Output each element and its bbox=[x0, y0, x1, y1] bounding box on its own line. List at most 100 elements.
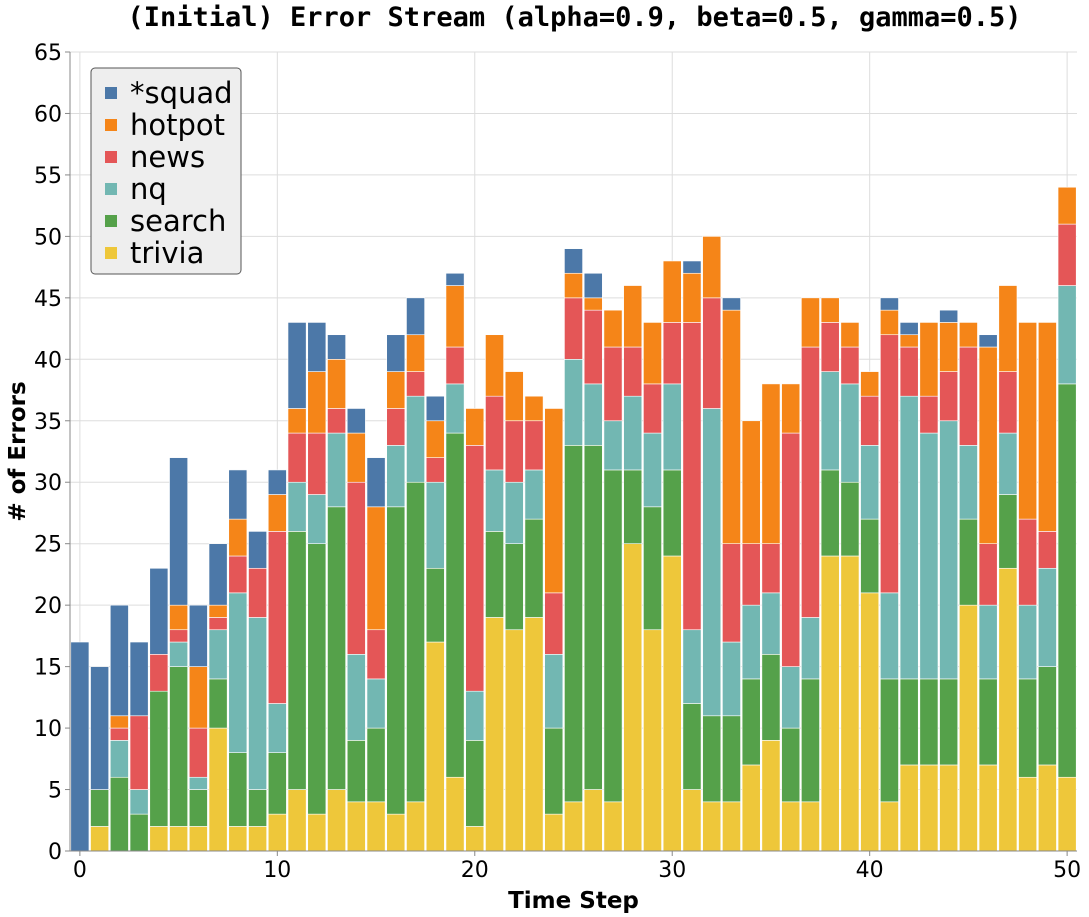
bar-segment-nq bbox=[741, 604, 761, 680]
bar-segment-search bbox=[741, 678, 761, 766]
bar-segment-hotpot bbox=[840, 322, 860, 348]
bar-segment-hotpot bbox=[899, 334, 919, 348]
bar-segment-nq bbox=[998, 432, 1018, 495]
bar-segment-hotpot bbox=[267, 494, 287, 532]
x-tick-label: 0 bbox=[73, 858, 87, 883]
x-tick-label: 20 bbox=[461, 858, 489, 883]
bar-segment-news bbox=[801, 346, 820, 618]
bar-segment-nq bbox=[1038, 567, 1057, 667]
bar-segment-news bbox=[109, 727, 129, 741]
bar-segment-news bbox=[346, 481, 366, 655]
bar-segment-trivia bbox=[425, 641, 445, 852]
bar-segment-news bbox=[544, 592, 564, 655]
bar-segment-trivia bbox=[880, 801, 899, 852]
bar-segment-nq bbox=[623, 395, 643, 471]
bar-segment-nq bbox=[129, 789, 149, 815]
bar-segment-nq bbox=[662, 383, 682, 471]
bar-segment-squad bbox=[129, 641, 149, 717]
y-axis-title: # of Errors bbox=[5, 381, 31, 521]
bar-segment-squad bbox=[70, 641, 90, 852]
bar-segment-hotpot bbox=[722, 309, 741, 544]
bar-segment-search bbox=[860, 518, 880, 594]
bar-segment-nq bbox=[564, 359, 583, 446]
bar-segment-search bbox=[109, 776, 129, 852]
bar-segment-squad bbox=[386, 334, 406, 372]
bar-segment-squad bbox=[307, 322, 327, 372]
bar-segment-trivia bbox=[564, 801, 583, 852]
bar-segment-news bbox=[998, 371, 1018, 434]
bar-segment-hotpot bbox=[978, 346, 998, 544]
bar-segment-news bbox=[524, 420, 544, 471]
bar-segment-hotpot bbox=[781, 383, 801, 434]
bar-segment-trivia bbox=[445, 776, 465, 852]
bar-segment-trivia bbox=[741, 764, 761, 852]
bar-segment-hotpot bbox=[564, 272, 583, 299]
bar-segment-search bbox=[267, 752, 287, 815]
bar-segment-search bbox=[959, 518, 978, 606]
bar-segment-nq bbox=[287, 481, 307, 532]
bar-segment-nq bbox=[307, 494, 327, 544]
bar-segment-hotpot bbox=[919, 322, 939, 397]
bar-segment-hotpot bbox=[485, 334, 504, 397]
bar-segment-nq bbox=[919, 432, 939, 680]
bar-segment-search bbox=[208, 678, 228, 729]
bar-segment-nq bbox=[386, 445, 406, 508]
bar-segment-trivia bbox=[603, 801, 623, 852]
bar-segment-hotpot bbox=[860, 371, 880, 397]
bar-segment-squad bbox=[366, 457, 386, 508]
bar-segment-search bbox=[188, 789, 208, 827]
bar-segment-trivia bbox=[801, 801, 820, 852]
bar-segment-nq bbox=[267, 703, 287, 753]
bar-segment-nq bbox=[327, 432, 346, 508]
legend-swatch bbox=[105, 247, 117, 259]
bar-segment-nq bbox=[959, 445, 978, 520]
bar-segment-squad bbox=[406, 297, 425, 336]
bar-segment-news bbox=[682, 322, 702, 631]
bar-segment-squad bbox=[445, 272, 465, 286]
bar-segment-squad bbox=[583, 272, 603, 299]
bar-segment-trivia bbox=[702, 801, 722, 852]
bar-segment-squad bbox=[267, 469, 287, 495]
bar-segment-nq bbox=[781, 666, 801, 729]
bar-segment-nq bbox=[899, 395, 919, 680]
y-tick-label: 10 bbox=[34, 717, 62, 742]
bar-segment-news bbox=[208, 617, 228, 631]
bar-segment-search bbox=[465, 740, 485, 827]
bar-segment-trivia bbox=[485, 617, 504, 852]
bar-segment-search bbox=[583, 445, 603, 790]
bar-segment-squad bbox=[939, 309, 959, 323]
bar-segment-news bbox=[366, 629, 386, 680]
bar-segment-search bbox=[899, 678, 919, 766]
bar-segment-news bbox=[919, 395, 939, 434]
legend-label: hotpot bbox=[130, 108, 225, 142]
bar-segment-hotpot bbox=[702, 236, 722, 299]
bar-segment-search bbox=[939, 678, 959, 766]
bar-segment-trivia bbox=[860, 592, 880, 852]
bar-segment-squad bbox=[880, 297, 899, 311]
bar-segment-squad bbox=[188, 604, 208, 667]
bar-segment-search bbox=[880, 678, 899, 803]
bar-segment-search bbox=[978, 678, 998, 766]
bar-segment-hotpot bbox=[208, 604, 228, 618]
bar-segment-nq bbox=[406, 395, 425, 483]
bar-segment-news bbox=[880, 334, 899, 594]
bar-segment-news bbox=[287, 432, 307, 483]
bar-segment-nq bbox=[465, 690, 485, 741]
bar-segment-hotpot bbox=[366, 506, 386, 631]
bar-segment-search bbox=[1018, 678, 1038, 778]
bar-segment-search bbox=[722, 715, 741, 803]
bar-segment-trivia bbox=[307, 813, 327, 852]
bar-segment-nq bbox=[880, 592, 899, 680]
bar-segment-hotpot bbox=[820, 297, 840, 323]
bar-segment-nq bbox=[978, 604, 998, 680]
bar-segment-search bbox=[544, 727, 564, 815]
bar-segment-hotpot bbox=[801, 297, 820, 348]
bar-segment-news bbox=[623, 346, 643, 397]
bar-segment-hotpot bbox=[188, 666, 208, 729]
bar-segment-trivia bbox=[465, 826, 485, 852]
bar-segment-nq bbox=[228, 592, 248, 753]
bar-segment-nq bbox=[524, 469, 544, 520]
y-tick-label: 0 bbox=[48, 840, 62, 865]
bar-segment-hotpot bbox=[643, 322, 662, 385]
x-tick-label: 30 bbox=[658, 858, 686, 883]
